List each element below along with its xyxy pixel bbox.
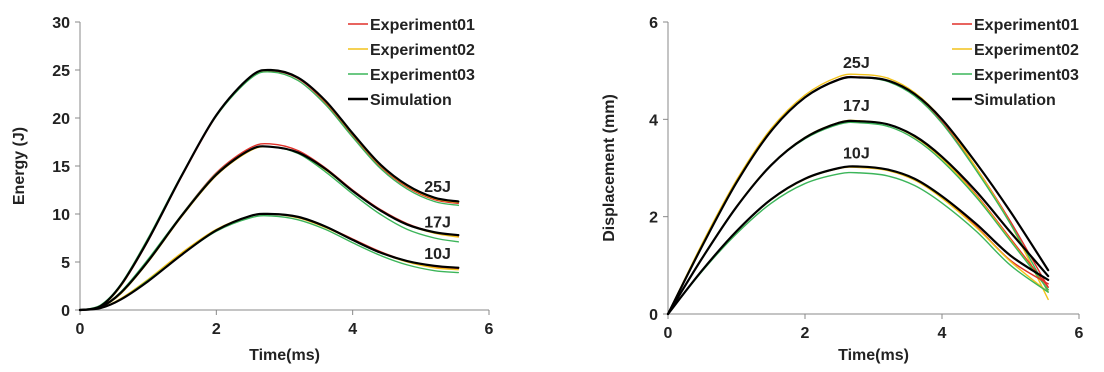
- annotation-10j: 10J: [424, 246, 451, 263]
- series-group-10J: [666, 165, 1050, 316]
- chart-energy: 0 5 10 15 20 25 30 0 2 4 6 Time(ms) Energy (J) 25J 17J…: [11, 15, 494, 364]
- annotation-25j: 25J: [843, 55, 870, 72]
- legend-label-experiment01: Experiment01: [974, 17, 1079, 34]
- annotation-17j: 17J: [424, 214, 451, 231]
- series-line-simulation-10j: [666, 165, 1050, 316]
- legend-label-experiment03: Experiment03: [370, 67, 475, 84]
- x-tick-label: 2: [801, 325, 810, 342]
- series-line-simulation-25j: [78, 68, 460, 312]
- series-group-25J: [666, 73, 1050, 316]
- legend-label-experiment02: Experiment02: [370, 42, 475, 59]
- x-tick-label: 0: [76, 321, 85, 338]
- x-tick-label: 4: [938, 325, 947, 342]
- y-tick-label: 20: [52, 111, 70, 128]
- x-axis-title: Time(ms): [838, 347, 909, 364]
- series-line-experiment02-17j: [79, 145, 460, 311]
- annotation-17j: 17J: [843, 98, 870, 115]
- y-axis-title: Energy (J): [11, 127, 28, 205]
- series-group-17J: [78, 142, 460, 312]
- y-tick-label: 0: [61, 303, 70, 320]
- annotation-10j: 10J: [843, 145, 870, 162]
- legend-label-experiment02: Experiment02: [974, 42, 1079, 59]
- legend: Experiment01 Experiment02 Experiment03 Simu…: [348, 17, 475, 109]
- legend: Experiment01 Experiment02 Experiment03 Simu…: [952, 17, 1079, 109]
- series-group-25J: [78, 68, 460, 312]
- series-line-experiment03-10j: [667, 171, 1049, 315]
- legend-label-experiment03: Experiment03: [974, 67, 1079, 84]
- x-tick-label: 0: [664, 325, 673, 342]
- y-tick-label: 2: [649, 210, 658, 227]
- x-tick-label: 6: [1075, 325, 1084, 342]
- series-group-17J: [666, 119, 1050, 316]
- series-line-simulation-17j: [78, 145, 460, 312]
- legend-label-simulation: Simulation: [370, 92, 452, 109]
- y-tick-label: 6: [649, 15, 658, 32]
- series-group-10J: [78, 212, 460, 312]
- series-line-simulation-17j: [666, 119, 1050, 316]
- x-axis-title: Time(ms): [249, 347, 320, 364]
- x-tick-label: 2: [212, 321, 221, 338]
- y-tick-label: 0: [649, 307, 658, 324]
- y-tick-label: 30: [52, 15, 70, 32]
- y-axis-title: Displacement (mm): [601, 94, 618, 242]
- series-line-simulation-10j: [78, 212, 460, 312]
- x-tick-label: 4: [348, 321, 357, 338]
- series-line-experiment03-10j: [79, 215, 460, 311]
- y-tick-label: 5: [61, 255, 70, 272]
- series-line-experiment01-10j: [667, 165, 1049, 315]
- series-line-experiment03-17j: [79, 145, 460, 311]
- annotation-25j: 25J: [424, 179, 451, 196]
- legend-label-experiment01: Experiment01: [370, 17, 475, 34]
- x-tick-label: 6: [485, 321, 494, 338]
- legend-label-simulation: Simulation: [974, 92, 1056, 109]
- series-line-experiment02-25j: [667, 73, 1049, 315]
- series-line-simulation-25j: [666, 76, 1050, 316]
- chart-disp: 0 2 4 6 0 2 4 6 Time(ms) Displacement (mm) 25J 17J 1…: [601, 15, 1084, 364]
- y-tick-label: 15: [52, 159, 70, 176]
- y-tick-label: 10: [52, 207, 70, 224]
- y-tick-label: 25: [52, 63, 70, 80]
- y-tick-label: 4: [649, 112, 658, 129]
